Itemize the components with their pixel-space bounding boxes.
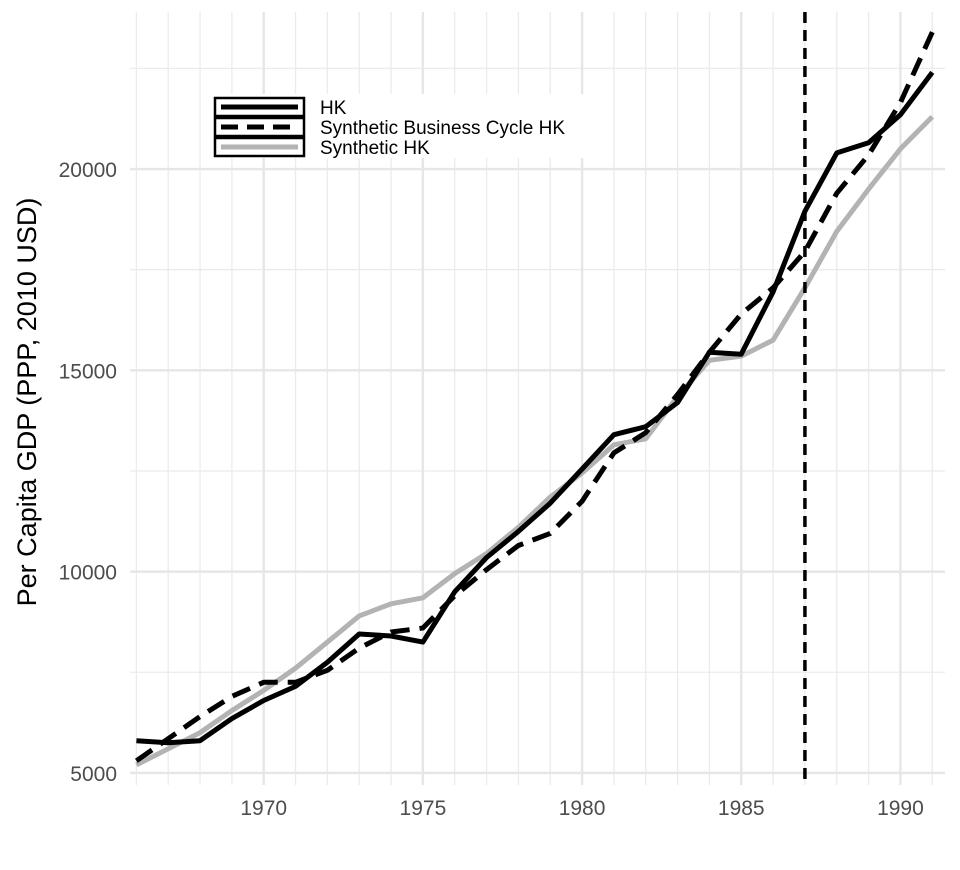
axis-tick-labels: 1970 1975 1980 1985 1990 5000 10000 15000 20000 [59, 159, 924, 820]
series-lines [134, 31, 935, 768]
y-tick-label: 10000 [59, 562, 117, 585]
y-tick-label: 20000 [59, 159, 117, 182]
y-tick-label: 5000 [70, 763, 117, 786]
legend-item-synthetic-hk: Synthetic HK [213, 136, 430, 159]
x-tick-label: 1970 [240, 797, 287, 820]
y-tick-label: 15000 [59, 360, 117, 383]
legend: HK Synthetic Business Cycle HK Synthetic… [212, 94, 604, 159]
series-line-synthetic-business-cycle-hk [134, 31, 935, 763]
y-axis-label: Per Capita GDP (PPP, 2010 USD) [12, 198, 42, 607]
series-line-synthetic-hk [135, 114, 935, 768]
x-tick-label: 1990 [877, 797, 924, 820]
series-line-hk [136, 70, 935, 746]
x-tick-label: 1985 [718, 797, 765, 820]
x-tick-label: 1980 [559, 797, 606, 820]
legend-label-synthetic-business-cycle-hk: Synthetic Business Cycle HK [320, 118, 565, 139]
x-tick-label: 1975 [400, 797, 447, 820]
legend-label-hk: HK [320, 98, 347, 119]
legend-label-synthetic-hk: Synthetic HK [320, 138, 430, 159]
legend-item-synthetic-business-cycle-hk: Synthetic Business Cycle HK [213, 116, 565, 139]
legend-item-hk: HK [213, 96, 347, 119]
